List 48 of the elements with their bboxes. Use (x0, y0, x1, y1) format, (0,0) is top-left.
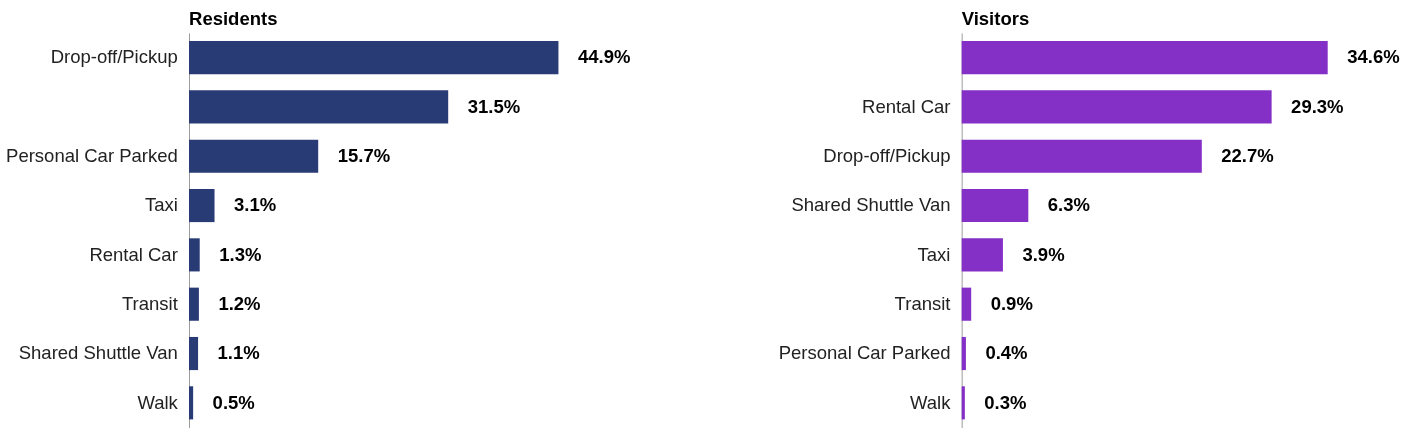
data-label: 0.5% (212, 391, 255, 413)
bar (961, 188, 1029, 223)
bar (961, 336, 966, 371)
data-label: 6.3% (1047, 194, 1090, 216)
data-label: 1.1% (217, 342, 260, 364)
data-label: 29.3% (1291, 95, 1344, 117)
data-label: 3.1% (234, 194, 277, 216)
y-tick-label: Walk (137, 391, 179, 413)
data-label: 0.3% (984, 391, 1027, 413)
data-label: 0.4% (985, 342, 1028, 364)
y-tick-label: Drop-off/Pickup (50, 46, 178, 68)
chart-title: Visitors (961, 8, 1030, 30)
y-tick-label: Walk (910, 391, 952, 413)
bar (961, 386, 965, 420)
y-tick-label: Drop-off/Pickup (823, 145, 951, 167)
y-tick-label: Shared Shuttle Van (791, 194, 951, 216)
y-tick-label: Rental Car (89, 243, 178, 265)
y-tick-label: Transit (121, 293, 178, 315)
data-label: 22.7% (1221, 145, 1274, 167)
y-tick-label: Personal Car Parked (6, 145, 178, 167)
bar (189, 188, 215, 223)
data-label: 1.3% (219, 243, 262, 265)
bar (189, 139, 319, 173)
data-label: 15.7% (337, 145, 391, 167)
bar (189, 336, 199, 371)
y-tick-label: Personal Car Parked (778, 342, 951, 364)
bar (961, 90, 1272, 124)
y-tick-label: Rental Car (862, 95, 951, 117)
data-label: 1.2% (218, 293, 261, 315)
data-label: 31.5% (467, 95, 521, 117)
bar (189, 386, 194, 420)
bar (961, 41, 1328, 75)
bar (189, 41, 559, 75)
data-label: 34.6% (1347, 46, 1400, 68)
data-label: 44.9% (577, 46, 631, 68)
bar (189, 287, 199, 321)
y-tick-label: Transit (894, 293, 951, 315)
y-tick-label: Taxi (917, 243, 951, 265)
data-label: 3.9% (1022, 243, 1065, 265)
data-label: 0.9% (990, 293, 1033, 315)
bar (189, 238, 200, 272)
bar (189, 90, 449, 124)
bar (961, 139, 1202, 173)
chart-title: Residents (189, 8, 278, 30)
y-tick-label: Taxi (144, 194, 178, 216)
bar (961, 238, 1003, 272)
bar (961, 287, 972, 321)
y-tick-label: Shared Shuttle Van (18, 342, 178, 364)
